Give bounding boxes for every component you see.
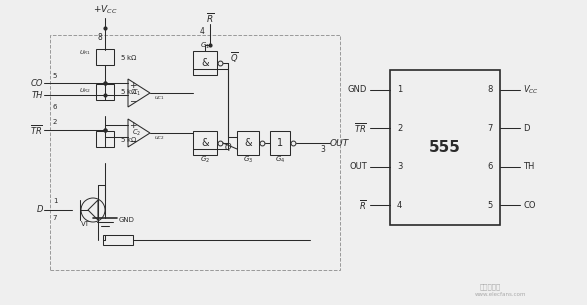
Text: +: + [129,81,137,91]
Text: $u_{C1}$: $u_{C1}$ [154,94,164,102]
Text: 3: 3 [320,145,325,155]
Text: 8: 8 [97,33,102,41]
Text: 1: 1 [53,198,58,204]
Text: 1: 1 [277,138,283,148]
Text: CO: CO [31,78,43,88]
Text: $U_{R1}$: $U_{R1}$ [79,48,91,57]
Text: D: D [523,124,529,133]
Text: 6: 6 [53,104,58,110]
Text: 电子发烧友: 电子发烧友 [480,284,501,290]
Text: 6: 6 [488,162,493,171]
Text: 2: 2 [397,124,402,133]
Text: $Q$: $Q$ [224,141,232,153]
Text: 5: 5 [488,200,493,210]
Text: GND: GND [348,85,367,95]
Text: $G_4$: $G_4$ [275,155,285,165]
Bar [270,131,290,155]
Text: &: & [201,138,209,148]
Text: 8: 8 [488,85,493,95]
Text: VT: VT [80,221,89,227]
Bar [96,49,114,65]
Bar [103,235,133,245]
Text: D: D [36,206,43,214]
Text: 5 k$\Omega$: 5 k$\Omega$ [120,52,138,62]
Text: 7: 7 [488,124,493,133]
Text: $C_2$: $C_2$ [133,128,141,138]
Bar [96,131,114,147]
Text: OUT: OUT [349,162,367,171]
Text: $\overline{R}$: $\overline{R}$ [359,198,367,212]
Text: OUT: OUT [330,138,349,148]
Bar [193,131,217,155]
Bar [50,35,340,270]
Text: 5 k$\Omega$: 5 k$\Omega$ [120,135,138,143]
Bar [390,70,500,225]
Bar [96,84,114,100]
Text: $-$: $-$ [129,135,137,145]
Text: 2: 2 [53,119,57,125]
Text: $u_{C2}$: $u_{C2}$ [154,134,164,142]
Text: $\overline{TR}$: $\overline{TR}$ [354,121,367,135]
Text: 5 k$\Omega$: 5 k$\Omega$ [120,88,138,96]
Text: $+V_{CC}$: $+V_{CC}$ [93,4,117,16]
Text: 4: 4 [397,200,402,210]
Text: +: + [129,121,137,131]
Bar [193,51,217,75]
Text: $G_3$: $G_3$ [243,155,253,165]
Text: TH: TH [523,162,534,171]
Text: $V_{CC}$: $V_{CC}$ [523,84,539,96]
Text: TH: TH [32,91,43,99]
Text: 1: 1 [397,85,402,95]
Text: www.elecfans.com: www.elecfans.com [475,292,527,297]
Text: $\overline{Q}$: $\overline{Q}$ [230,51,238,66]
Text: GND: GND [119,217,135,223]
Text: 3: 3 [397,162,402,171]
Text: 4: 4 [199,27,204,37]
Text: 7: 7 [53,215,58,221]
Text: CO: CO [523,200,535,210]
Text: $\overline{R}$: $\overline{R}$ [206,11,214,25]
Text: $C_1$: $C_1$ [133,88,141,98]
Text: 5: 5 [53,73,57,79]
Text: &: & [201,58,209,68]
Text: $G_1$: $G_1$ [200,41,210,51]
Text: $-$: $-$ [129,95,137,105]
Text: $\overline{TR}$: $\overline{TR}$ [30,123,43,137]
Bar [237,131,259,155]
Text: 555: 555 [429,140,461,155]
Text: $G_2$: $G_2$ [200,155,210,165]
Text: $U_{R2}$: $U_{R2}$ [79,87,91,95]
Text: &: & [244,138,252,148]
